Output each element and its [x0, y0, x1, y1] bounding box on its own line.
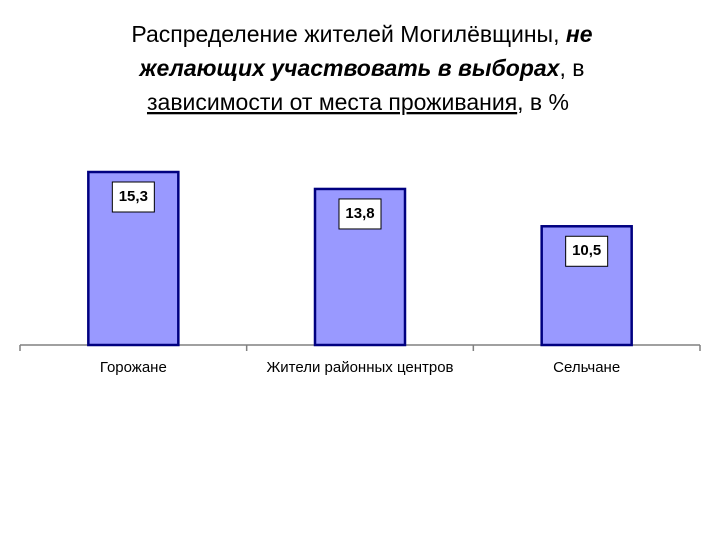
value-label: 10,5	[572, 242, 601, 259]
x-tick-label: Жители районных центров	[266, 359, 453, 376]
value-label: 15,3	[119, 188, 148, 205]
chart-title-line: желающих участвовать в выборах, в	[138, 55, 585, 81]
title-part: желающих участвовать в выборах	[138, 55, 561, 81]
value-label-box	[111, 181, 155, 213]
value-label: 13,8	[345, 205, 374, 222]
title-part: Распределение жителей Могилёвщины,	[131, 21, 565, 47]
value-label-box	[565, 235, 609, 267]
x-tick-label: Горожане	[100, 359, 167, 376]
title-part: , в %	[517, 89, 569, 115]
x-tick-label: Сельчане	[553, 359, 620, 376]
title-part: не	[566, 21, 593, 47]
chart-title-line: Распределение жителей Могилёвщины, не	[131, 21, 592, 47]
title-part: , в	[559, 55, 584, 81]
chart-title-line: зависимости от места проживания, в %	[147, 89, 569, 115]
value-label-box	[338, 198, 382, 230]
title-part: зависимости от места проживания	[147, 89, 517, 115]
